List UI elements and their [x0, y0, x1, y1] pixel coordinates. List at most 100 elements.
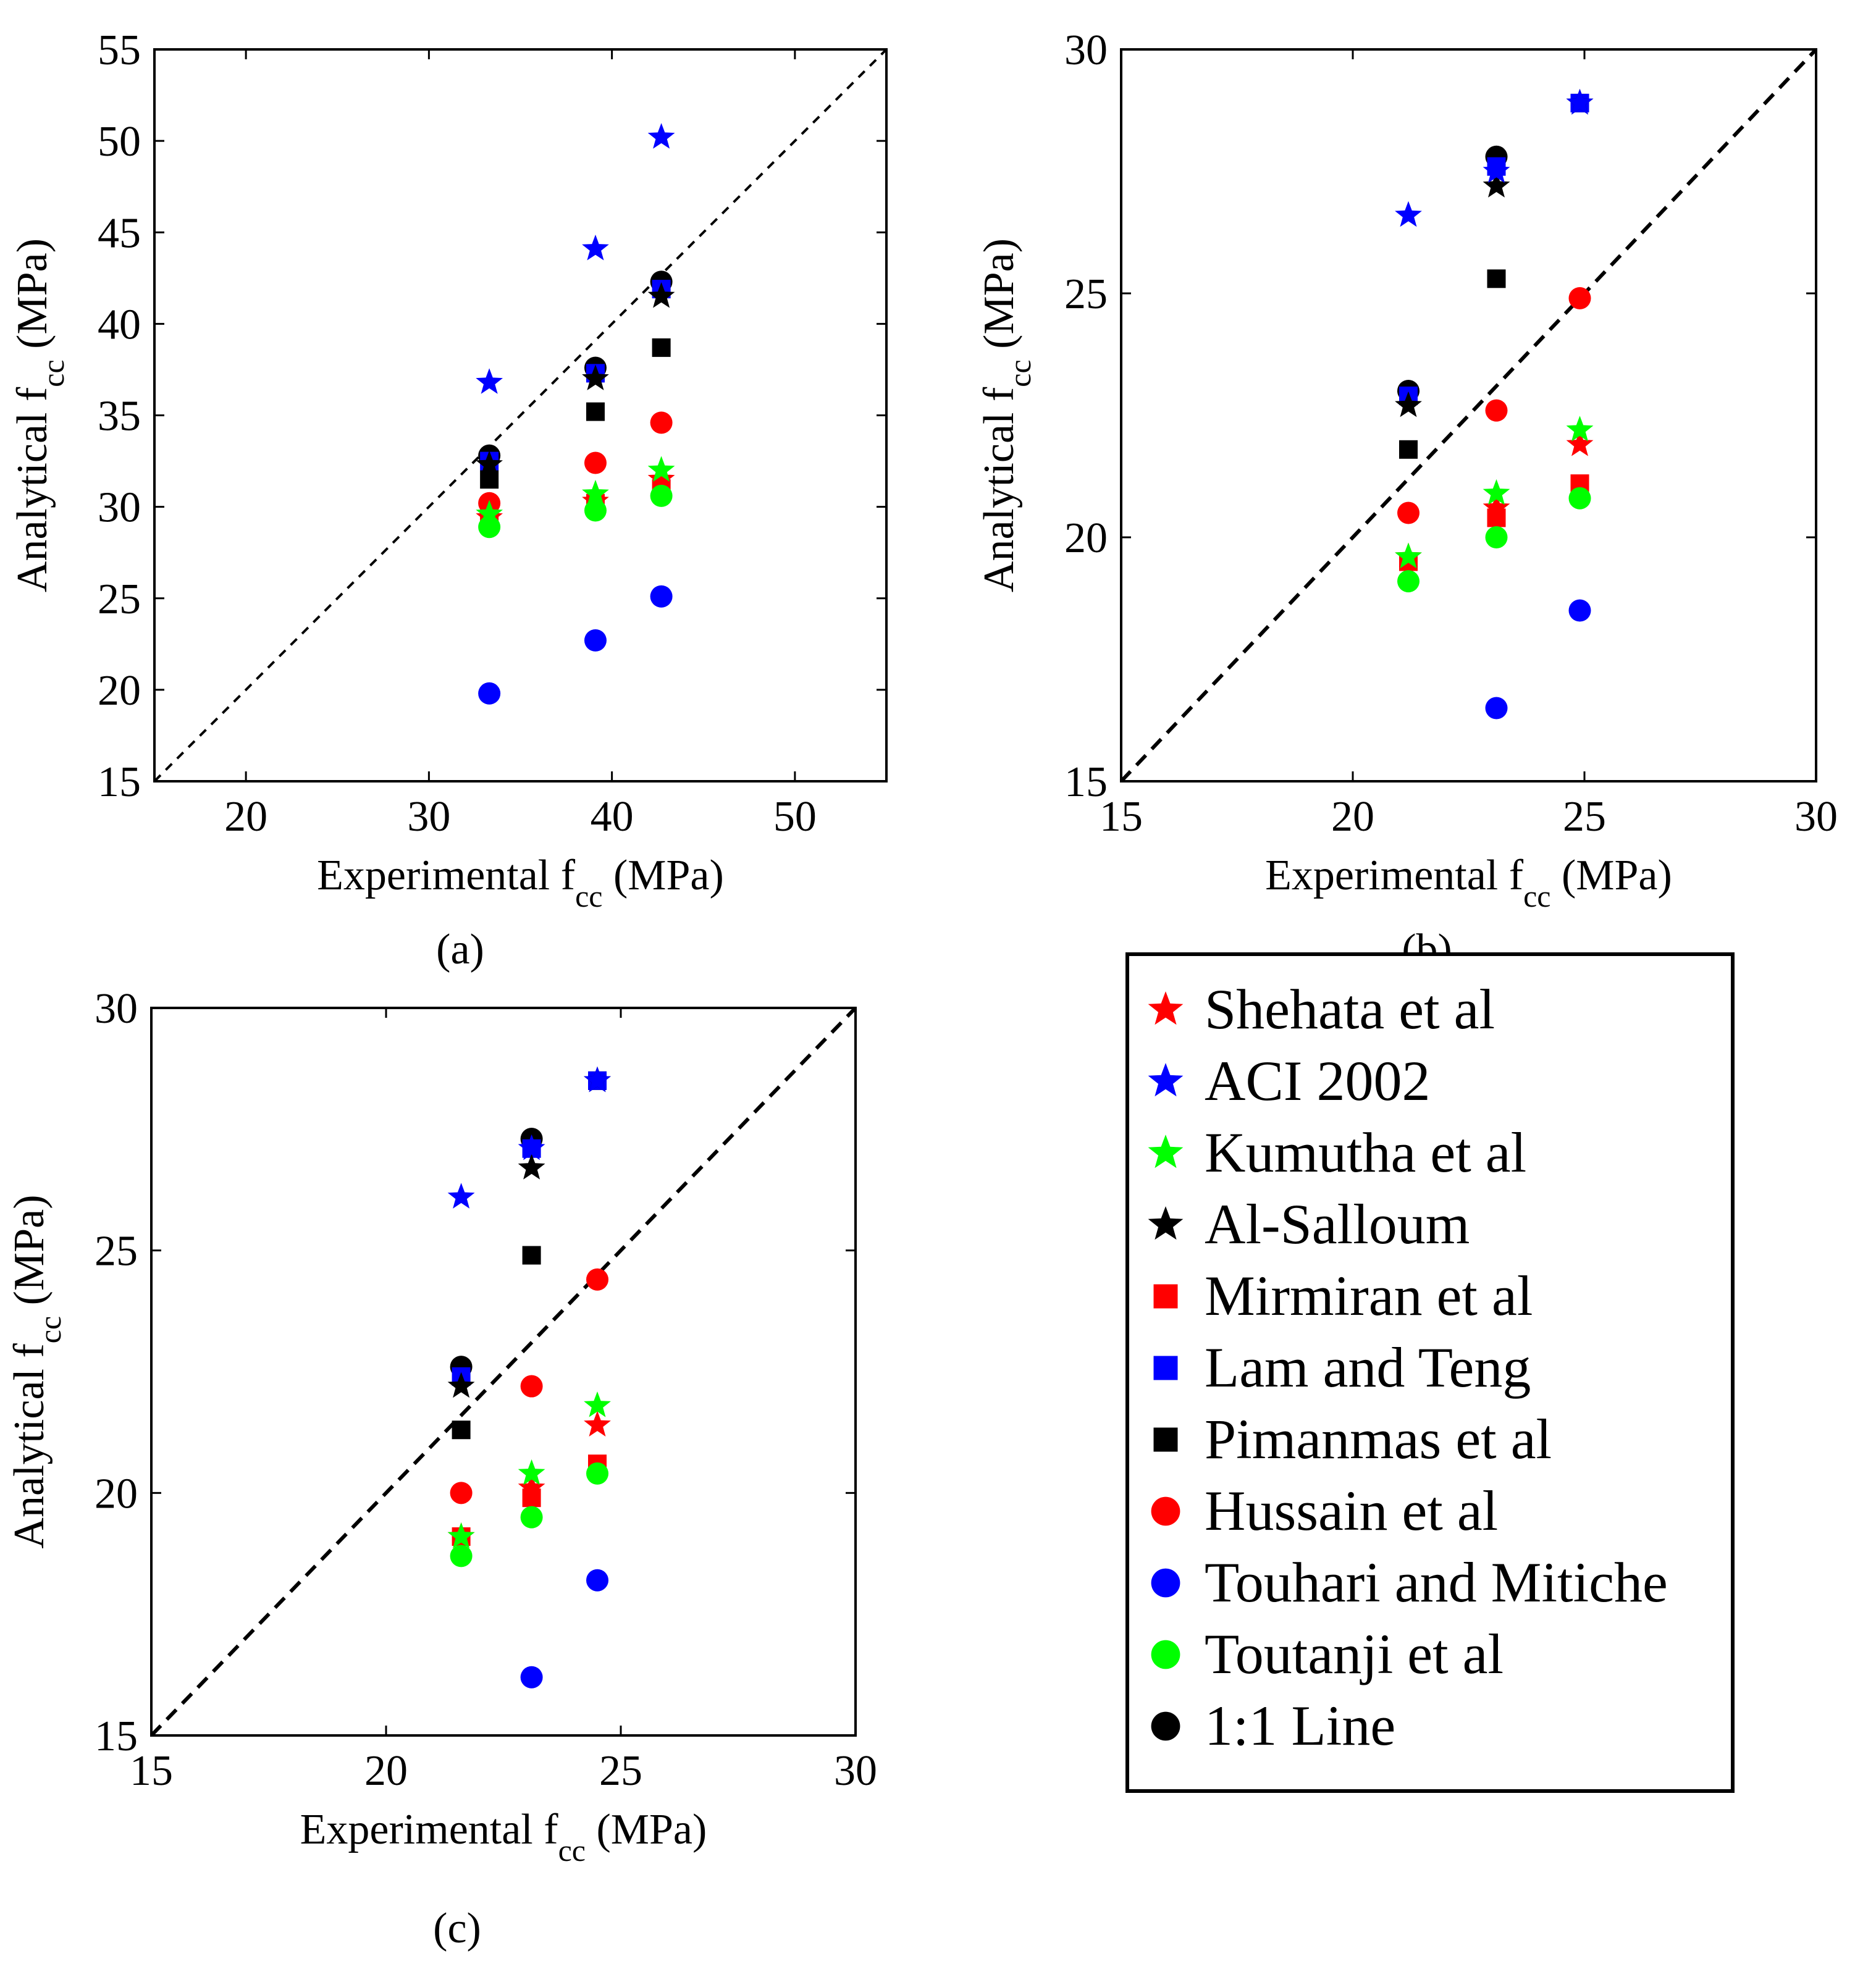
data-point-shehata-et-al [1483, 493, 1510, 520]
data-point-kumutha-et-al [447, 1522, 475, 1548]
data-point-al-salloum [582, 364, 609, 390]
y-tick-label: 30 [95, 985, 138, 1033]
data-point-hussain-et-al [450, 1482, 473, 1504]
diagonal-reference-line [153, 48, 888, 783]
chart-panel-c: 15 20 25 30 15 20 25 30 Experimental fcc (MPa) An… [6, 985, 877, 1952]
x-tick-label: 30 [1794, 793, 1838, 841]
x-tick-label: 30 [834, 1747, 877, 1795]
data-point-shehata-et-al [647, 465, 675, 491]
y-axis-label: Analytical fcc (MPa) [9, 238, 70, 592]
data-point-hussain-et-al [1397, 501, 1420, 524]
data-point-aci-2002 [1395, 201, 1422, 227]
data-point-shehata-et-al [584, 1411, 611, 1437]
legend-box [1125, 952, 1735, 1793]
data-point-shehata-et-al [1566, 430, 1594, 456]
y-tick-label: 25 [98, 576, 141, 623]
diagonal-reference-line [1119, 48, 1818, 783]
data-point-shehata-et-al [518, 1474, 545, 1500]
data-point-pimanmas-et-al [522, 1246, 541, 1265]
data-point-al-salloum [518, 1154, 545, 1180]
legend-label-aci-2002: ACI 2002 [1205, 1049, 1430, 1112]
y-tick-label: 15 [1064, 758, 1108, 806]
legend-marker-shehata-et-al [1148, 991, 1184, 1025]
y-tick-label: 20 [1064, 514, 1108, 562]
data-point-touhari-and-mitiche [650, 585, 673, 608]
x-tick-label: 50 [773, 793, 817, 841]
data-point-hussain-et-al [1485, 399, 1508, 422]
x-tick-label: 20 [224, 793, 267, 841]
y-tick-label: 20 [98, 667, 141, 715]
legend-marker-lam-and-teng [1153, 1356, 1178, 1380]
data-point-kumutha-et-al [476, 500, 503, 526]
y-tick-label: 25 [95, 1228, 138, 1275]
data-point-aci-2002 [1566, 88, 1594, 115]
y-axis-label: Analytical fcc (MPa) [975, 238, 1037, 592]
data-point-toutanji-et-al [520, 1506, 543, 1529]
x-axis-label: Experimental fcc (MPa) [300, 1806, 707, 1868]
legend-label-mirmiran-et-al: Mirmiran et al [1205, 1264, 1533, 1327]
data-point-aci-2002 [476, 368, 503, 394]
data-point-pimanmas-et-al [586, 402, 605, 421]
data-point-hussain-et-al [1568, 287, 1591, 309]
data-point-touhari-and-mitiche [586, 1569, 608, 1592]
legend-label-lam-and-teng: Lam and Teng [1205, 1336, 1531, 1399]
legend-label-shehata-et-al: Shehata et al [1205, 978, 1495, 1041]
chart-panel-a: 20 30 40 50 15 20 25 30 35 40 45 50 55 Experimental f… [9, 27, 888, 973]
data-point-kumutha-et-al [1566, 416, 1594, 442]
data-point-pimanmas-et-al [652, 338, 671, 357]
x-tick-label: 40 [591, 793, 634, 841]
data-point-aci-2002 [447, 1183, 475, 1209]
data-point-aci-2002 [518, 1134, 545, 1160]
data-point-toutanji-et-al [650, 484, 673, 507]
data-point-toutanji-et-al [1397, 570, 1420, 593]
data-point-kumutha-et-al [582, 479, 609, 506]
data-point-toutanji-et-al [478, 516, 501, 539]
y-tick-label: 30 [98, 484, 141, 532]
data-point-touhari-and-mitiche [478, 682, 501, 705]
data-point-aci-2002 [582, 234, 609, 261]
y-tick-label: 35 [98, 393, 141, 440]
x-tick-label: 30 [407, 793, 450, 841]
data-point-al-salloum [476, 450, 503, 477]
data-point-toutanji-et-al [1485, 526, 1508, 548]
legend-marker-aci-2002 [1148, 1063, 1184, 1097]
data-point-al-salloum [1483, 172, 1510, 198]
legend-label-pimanmas-et-al: Pimanmas et al [1205, 1408, 1552, 1471]
y-tick-label: 45 [98, 209, 141, 257]
legend-label-1-1-line: 1:1 Line [1205, 1694, 1395, 1757]
data-point-pimanmas-et-al [452, 1420, 471, 1440]
data-point-aci-2002 [584, 1066, 611, 1093]
data-point-al-salloum [1395, 391, 1422, 417]
panel-caption: (c) [433, 1905, 481, 1952]
data-point-pimanmas-et-al [1399, 440, 1418, 459]
y-tick-label: 15 [98, 758, 141, 806]
legend-marker-toutanji-et-al [1151, 1640, 1180, 1669]
data-point-toutanji-et-al [586, 1462, 608, 1485]
data-point-kumutha-et-al [647, 456, 675, 482]
y-tick-label: 20 [95, 1470, 138, 1517]
data-point-kumutha-et-al [518, 1459, 545, 1485]
legend-marker-hussain-et-al [1151, 1496, 1180, 1526]
data-point-hussain-et-al [520, 1375, 543, 1398]
x-axis-label: Experimental fcc (MPa) [1265, 852, 1672, 913]
x-tick-label: 15 [1100, 793, 1143, 841]
data-point-touhari-and-mitiche [1568, 599, 1591, 622]
y-tick-label: 40 [98, 301, 141, 348]
legend-label-toutanji-et-al: Toutanji et al [1205, 1622, 1504, 1685]
y-tick-label: 30 [1064, 27, 1108, 74]
legend-label-kumutha-et-al: Kumutha et al [1205, 1121, 1526, 1184]
legend-marker-touhari-and-mitiche [1151, 1568, 1180, 1598]
y-tick-label: 55 [98, 27, 141, 74]
data-point-kumutha-et-al [1483, 479, 1510, 505]
legend: Shehata et al ACI 2002 Kumutha et al Al-Sal… [1125, 952, 1735, 1793]
data-point-pimanmas-et-al [1487, 269, 1506, 288]
panel-caption: (a) [436, 926, 484, 973]
legend-marker-al-salloum [1148, 1206, 1184, 1240]
x-axis-label: Experimental fcc (MPa) [317, 852, 724, 913]
data-point-toutanji-et-al [1568, 487, 1591, 510]
legend-marker-kumutha-et-al [1148, 1135, 1184, 1169]
x-tick-label: 25 [599, 1747, 642, 1795]
data-point-toutanji-et-al [450, 1545, 473, 1567]
data-point-toutanji-et-al [584, 499, 607, 522]
legend-label-hussain-et-al: Hussain et al [1205, 1479, 1498, 1542]
